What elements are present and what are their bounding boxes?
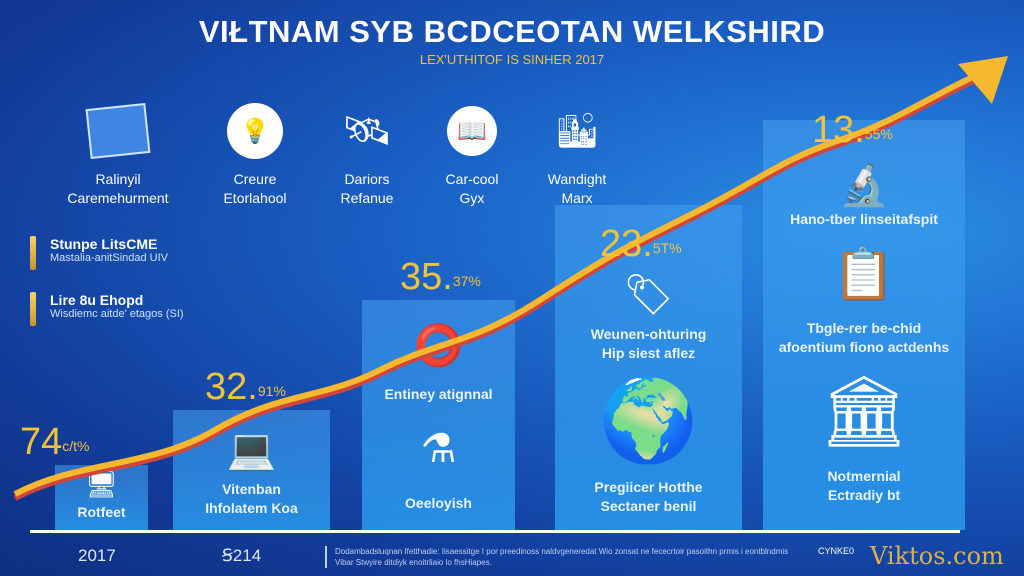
- feature-item: 📖 Car-cool Gyx: [422, 100, 522, 208]
- percent-label: 74c/t%: [20, 421, 90, 463]
- column-2: 💻 Vitenban Ihfolatem Koa: [173, 410, 330, 530]
- percent-label: 13.55%: [812, 109, 893, 151]
- globe-icon: 🌍: [598, 375, 699, 465]
- baseline: [30, 530, 960, 533]
- feature-item: 🛰 Dariors Refanue: [317, 100, 417, 208]
- book-icon: 📖: [422, 100, 522, 162]
- city-icon: 🏙: [555, 111, 599, 150]
- feature-item: Ralinyil Caremehurment: [55, 100, 181, 208]
- money-computer-icon: 💻: [226, 427, 277, 472]
- legend-item: Lire 8u Ehopd Wisdiemc aitde' etagos (SI…: [30, 292, 184, 326]
- legend-item: Stunpe LitsCME Mastalia-anitSindad UIV: [30, 236, 168, 270]
- satellite-icon: 🛰: [341, 108, 393, 153]
- brand-site: Viktos.com: [870, 542, 1004, 570]
- lightbulb-icon: 💡: [205, 100, 305, 162]
- percent-label: 32.91%: [205, 366, 286, 408]
- legend-marker: [30, 236, 36, 270]
- feature-item: 🏙 Wandight Marx: [527, 100, 627, 208]
- lab-equipment-icon: ⚗: [420, 427, 457, 471]
- footnote: Dodambadsluqnan Ifetthadie: Iisaessitge …: [325, 546, 800, 568]
- legend-marker: [30, 292, 36, 326]
- microscope-icon: 🔬: [839, 163, 889, 208]
- page-title: VIŁTNAM SYB BCDCEOTAN WELKSHIRD: [198, 14, 826, 49]
- year-label: 2017: [78, 546, 116, 565]
- tag-icon: 🏷: [623, 272, 674, 317]
- building-icon: 🏛: [819, 372, 909, 450]
- clipboard-icon: 📋: [832, 245, 896, 302]
- year-label: Ꞩ214: [222, 546, 262, 565]
- column-5: 🔬 Hano-tber linseitafspit 📋 Tbgle-rer be…: [763, 120, 965, 530]
- percent-label: 35.37%: [400, 256, 481, 298]
- brand-logo: CYNKE0: [818, 546, 855, 556]
- arrow-head-icon: [958, 56, 1008, 104]
- subtitle: LEX'UTHITOF IS SINHER 2017: [419, 52, 605, 67]
- percent-label: 23.5T%: [600, 223, 682, 265]
- feature-item: 💡 Creure Etorlahool: [205, 100, 305, 208]
- column-3: ⭕ Entiney atignnal ⚗ Oeeloyish: [362, 300, 515, 530]
- column-4: 🏷 Weunen-ohturing Hip siest aflez 🌍 Preg…: [555, 205, 742, 530]
